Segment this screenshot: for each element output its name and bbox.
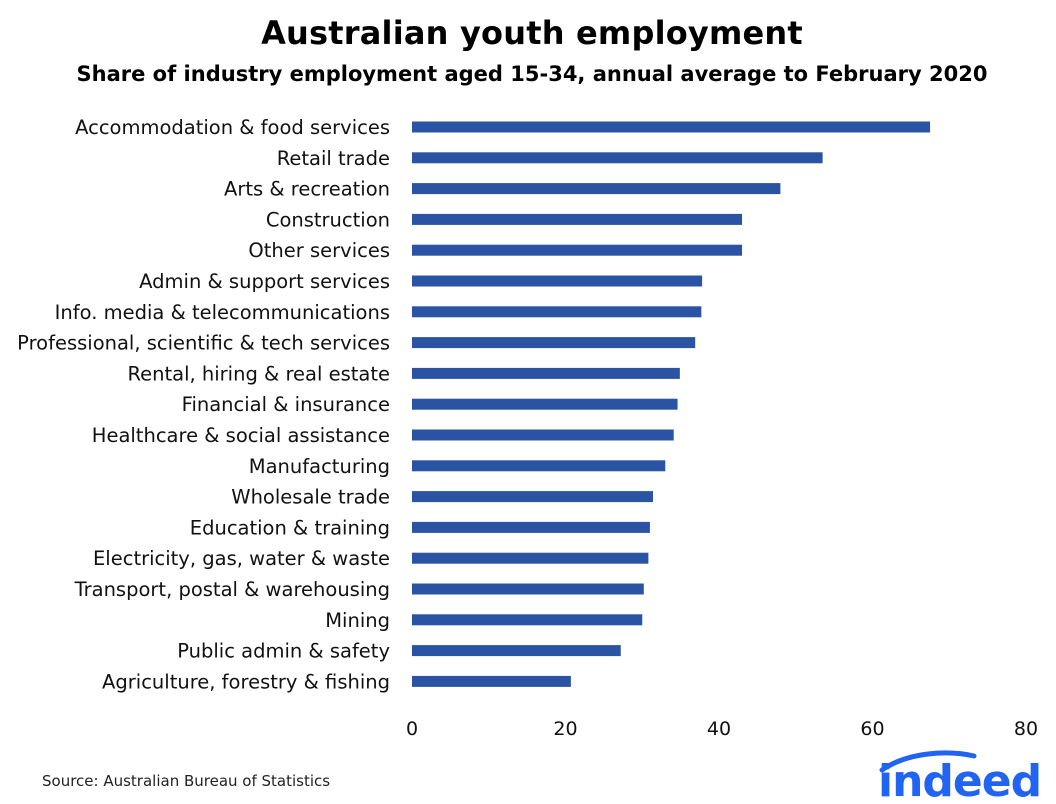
- bar: [412, 337, 696, 349]
- bar: [412, 552, 649, 564]
- bar: [412, 213, 743, 225]
- category-label: Info. media & telecommunications: [55, 301, 390, 324]
- bar: [412, 583, 644, 595]
- bar: [412, 460, 666, 472]
- category-label: Transport, postal & warehousing: [74, 578, 390, 601]
- category-label: Agriculture, forestry & fishing: [102, 670, 390, 693]
- bar: [412, 398, 678, 410]
- x-tick-label: 0: [406, 718, 418, 740]
- x-tick-label: 60: [860, 718, 884, 740]
- x-tick-label: 80: [1014, 718, 1038, 740]
- x-tick-label: 20: [553, 718, 577, 740]
- bar: [412, 367, 680, 379]
- category-label: Wholesale trade: [231, 486, 390, 509]
- category-label: Rental, hiring & real estate: [127, 362, 390, 385]
- category-label: Public admin & safety: [177, 640, 390, 663]
- category-label: Manufacturing: [249, 455, 390, 478]
- bar: [412, 645, 621, 657]
- category-label: Other services: [248, 239, 390, 262]
- bar: [412, 491, 653, 503]
- chart-subtitle: Share of industry employment aged 15-34,…: [76, 62, 988, 86]
- bar: [412, 521, 650, 533]
- chart-title: Australian youth employment: [261, 14, 803, 52]
- source-note: Source: Australian Bureau of Statistics: [42, 772, 331, 790]
- bar: [412, 121, 931, 133]
- x-tick-label: 40: [707, 718, 731, 740]
- category-label: Mining: [325, 609, 390, 632]
- bar: [412, 183, 781, 195]
- bar: [412, 275, 703, 287]
- indeed-logo: indeed: [878, 750, 1042, 800]
- bar: [412, 244, 743, 256]
- category-label: Arts & recreation: [224, 178, 390, 201]
- category-label: Construction: [266, 208, 390, 231]
- category-label: Accommodation & food services: [75, 116, 390, 139]
- category-label: Education & training: [190, 516, 390, 539]
- category-label: Financial & insurance: [182, 393, 390, 416]
- category-label: Healthcare & social assistance: [92, 424, 390, 447]
- category-label: Electricity, gas, water & waste: [93, 547, 390, 570]
- bar: [412, 429, 674, 441]
- bar: [412, 675, 571, 687]
- category-label: Retail trade: [277, 147, 390, 170]
- bar: [412, 614, 643, 626]
- bar: [412, 152, 823, 164]
- category-label: Professional, scientific & tech services: [17, 332, 390, 355]
- category-label: Admin & support services: [139, 270, 390, 293]
- bar: [412, 306, 702, 318]
- svg-text:indeed: indeed: [878, 756, 1041, 800]
